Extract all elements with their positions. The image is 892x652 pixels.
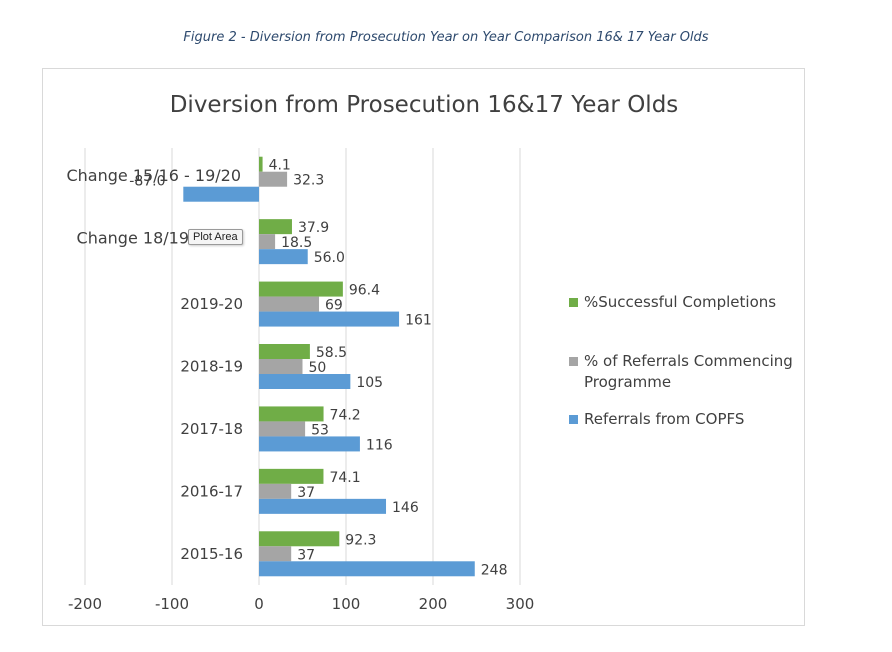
- data-label: -87.0: [129, 174, 165, 190]
- data-label: 74.2: [330, 407, 361, 423]
- data-label: 92.3: [345, 532, 376, 548]
- bar: [259, 344, 310, 359]
- category-label: 2019-20: [180, 295, 243, 313]
- x-tick-label: -100: [155, 595, 189, 613]
- legend-label: % of Referrals Commencing: [584, 352, 793, 370]
- bar: [259, 483, 292, 499]
- category-label: 2017-18: [180, 420, 243, 438]
- legend-swatch: [569, 415, 578, 424]
- data-label: 37: [297, 485, 315, 501]
- data-label: 116: [366, 437, 393, 453]
- bar: [259, 311, 400, 327]
- plot-area-tooltip: Plot Area: [188, 229, 243, 245]
- legend-label: Programme: [584, 373, 671, 391]
- bar: [259, 546, 292, 562]
- chart-title: Diversion from Prosecution 16&17 Year Ol…: [170, 92, 679, 118]
- figure-caption: Figure 2 - Diversion from Prosecution Ye…: [183, 30, 709, 45]
- x-tick-label: 300: [506, 595, 535, 613]
- data-label: 4.1: [269, 158, 291, 174]
- legend-swatch: [569, 357, 578, 366]
- bar: [259, 406, 324, 422]
- data-label: 37: [297, 547, 315, 563]
- category-label: 2016-17: [180, 482, 243, 500]
- category-label: Change 15/16 - 19/20: [66, 166, 241, 185]
- bar: [259, 156, 263, 172]
- bar: [259, 436, 360, 452]
- legend-label: Referrals from COPFS: [584, 410, 744, 428]
- bar: [259, 421, 306, 437]
- data-label: 50: [309, 360, 327, 376]
- data-label: 56.0: [314, 250, 345, 266]
- bar: [259, 498, 387, 514]
- bar: [259, 561, 475, 577]
- bar: [183, 186, 259, 202]
- bar: [259, 531, 340, 547]
- x-tick-label: 0: [254, 595, 264, 613]
- data-label: 18.5: [281, 235, 312, 251]
- bar: [259, 281, 343, 297]
- bar: [259, 234, 276, 250]
- bar: [259, 374, 351, 389]
- legend-swatch: [569, 298, 578, 307]
- data-label: 37.9: [298, 220, 329, 236]
- data-label: 248: [481, 562, 508, 578]
- bar: [259, 296, 320, 312]
- bar: [259, 171, 288, 187]
- x-tick-label: 200: [419, 595, 448, 613]
- legend-label: %Successful Completions: [584, 293, 776, 311]
- data-label: 58.5: [316, 345, 347, 361]
- data-label: 32.3: [293, 173, 324, 189]
- data-label: 53: [311, 422, 329, 438]
- data-label: 161: [405, 313, 432, 329]
- bar: [259, 359, 303, 374]
- bar: [259, 249, 308, 265]
- data-label: 69: [325, 298, 343, 314]
- bar: [259, 468, 324, 484]
- bar: [259, 219, 292, 235]
- category-label: 2015-16: [180, 545, 243, 563]
- data-label: 105: [356, 375, 383, 391]
- category-label: Change 18/19: [77, 229, 189, 248]
- data-label: 96.4: [349, 283, 380, 299]
- chart-area[interactable]: [42, 68, 805, 626]
- data-label: 74.1: [329, 470, 360, 486]
- category-label: 2018-19: [180, 358, 243, 376]
- x-tick-label: 100: [332, 595, 361, 613]
- x-tick-label: -200: [68, 595, 102, 613]
- data-label: 146: [392, 500, 419, 516]
